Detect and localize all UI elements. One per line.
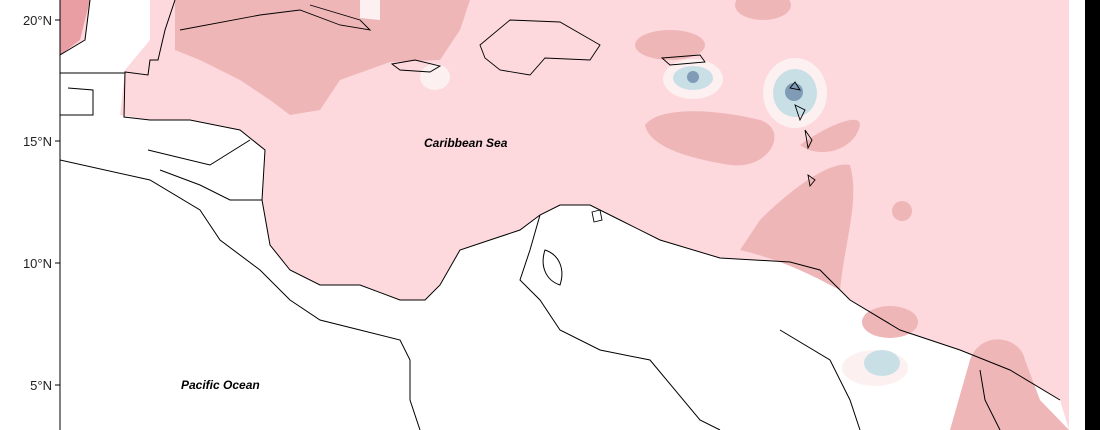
anomaly-high-patches xyxy=(60,0,1069,430)
tick-label-15n: 15°N xyxy=(23,134,52,149)
islands xyxy=(179,4,816,223)
caribbean-sea-label: Caribbean Sea xyxy=(424,136,508,150)
y-axis-ticks xyxy=(55,19,60,386)
caribbean-field xyxy=(120,0,1069,430)
tick-label-10n: 10°N xyxy=(23,256,52,271)
anomaly-low-patches xyxy=(420,58,908,386)
pacific-ocean-label: Pacific Ocean xyxy=(181,378,260,392)
coastlines xyxy=(60,0,1061,430)
right-border xyxy=(1085,0,1100,430)
tick-label-20n: 20°N xyxy=(23,13,52,28)
tick-label-5n: 5°N xyxy=(30,378,52,393)
